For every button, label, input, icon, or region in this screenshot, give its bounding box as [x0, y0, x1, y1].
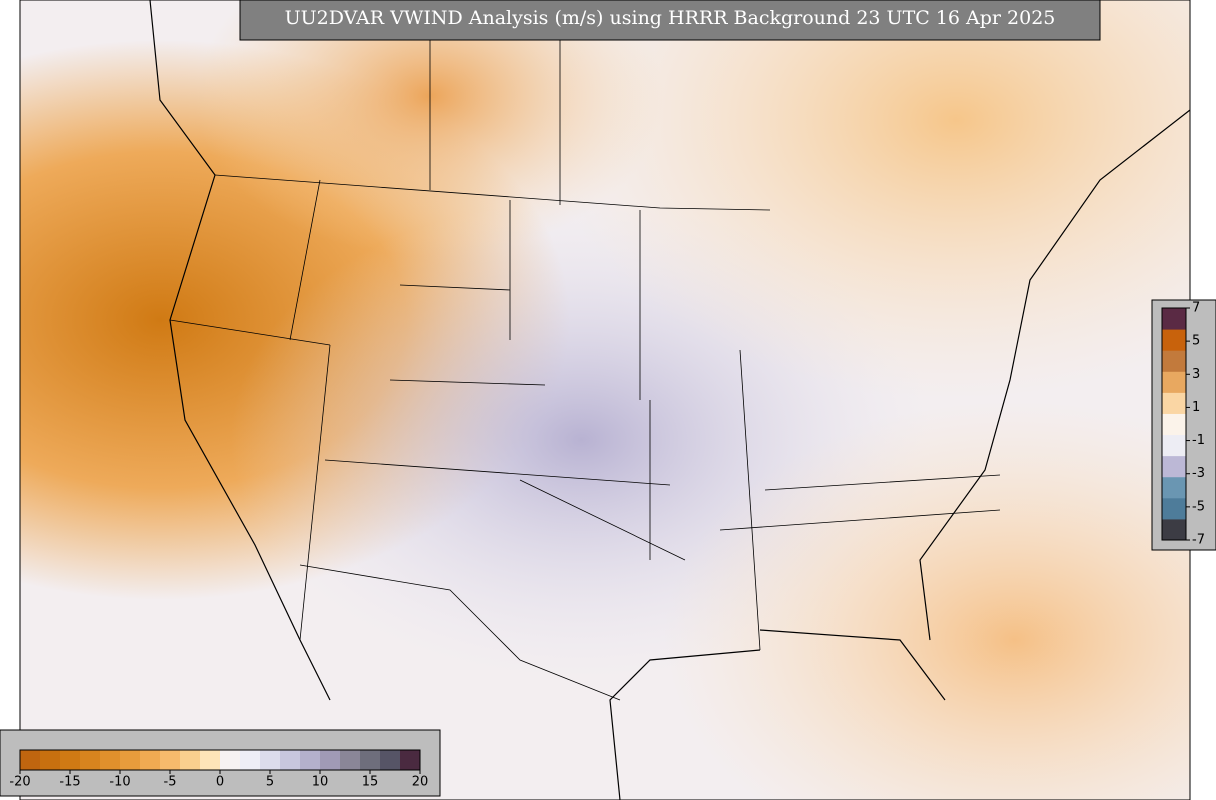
- title-box: [239, 0, 1101, 41]
- colorbar-swatch: [280, 750, 301, 770]
- colorbar-swatch: [1162, 371, 1186, 393]
- colorbar-swatch: [1162, 518, 1186, 541]
- colorbar-tick-label: -1: [1192, 433, 1205, 448]
- colorbar-tick-label: -20: [9, 775, 30, 790]
- map: [19, 0, 1191, 800]
- colorbar-swatch: [240, 750, 261, 770]
- colorbar-swatch: [1162, 392, 1186, 414]
- colorbar-tick-label: 5: [1192, 334, 1200, 349]
- colorbar-swatch: [400, 750, 421, 770]
- colorbar-tick-label: 3: [1192, 367, 1200, 382]
- colorbar-tick-label: -7: [1192, 533, 1205, 548]
- colorbar-swatch: [20, 750, 41, 770]
- colorbar-swatch: [140, 750, 161, 770]
- colorbar-swatch: [1162, 308, 1186, 330]
- colorbar-swatch: [1162, 434, 1186, 457]
- colorbar-tick-label: -10: [109, 775, 130, 790]
- colorbar-swatch: [300, 750, 321, 770]
- colorbar-swatch: [320, 750, 341, 770]
- colorbar-swatch: [380, 750, 401, 770]
- colorbar-swatch: [1162, 413, 1186, 436]
- colorbar-tick-label: 7: [1192, 301, 1200, 316]
- colorbar-swatch: [180, 750, 201, 770]
- colorbar-tick-label: 5: [266, 775, 274, 790]
- colorbar-swatch: [200, 750, 221, 770]
- colorbar-swatch: [1162, 476, 1186, 499]
- colorbar-swatch: [220, 750, 241, 770]
- colorbar-tick-label: -5: [164, 775, 177, 790]
- colorbar-tick-label: 1: [1192, 400, 1200, 415]
- colorbar-swatch: [80, 750, 101, 770]
- colorbar-swatch: [260, 750, 281, 770]
- colorbar-tick-label: -5: [1192, 499, 1205, 514]
- colorbar-tick-label: 20: [412, 775, 429, 790]
- colorbar-swatch: [40, 750, 61, 770]
- colorbar-tick-label: 15: [362, 775, 379, 790]
- colorbar-swatch: [60, 750, 81, 770]
- colorbar-tick-label: 10: [312, 775, 329, 790]
- colorbar-swatch: [160, 750, 181, 770]
- colorbar-swatch: [1162, 329, 1186, 351]
- map-title: UU2DVAR VWIND Analysis (m/s) using HRRR …: [285, 7, 1056, 29]
- colorbar-swatch: [1162, 350, 1186, 372]
- colorbar-frame: [1161, 307, 1187, 541]
- colorbar-swatch: [1162, 455, 1186, 478]
- colorbar-swatch: [360, 750, 381, 770]
- colorbar-tick-label: 0: [216, 775, 224, 790]
- colorbar-tick-label: -3: [1192, 466, 1205, 481]
- colorbar-swatch: [100, 750, 121, 770]
- colorbar-swatch: [340, 750, 361, 770]
- colorbar-swatch: [120, 750, 141, 770]
- colorbar-tick-label: -15: [59, 775, 80, 790]
- colorbar-swatch: [1162, 497, 1186, 520]
